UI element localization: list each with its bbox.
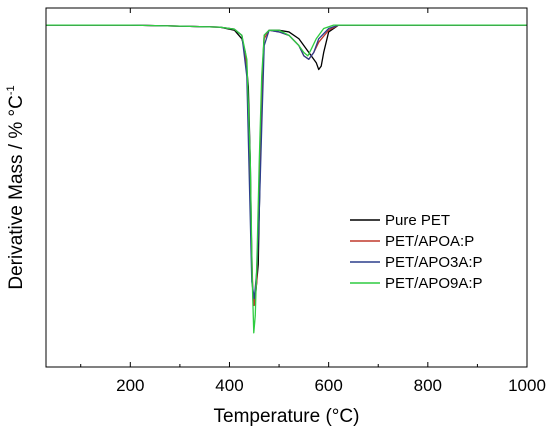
x-tick-label: 200 <box>116 376 144 395</box>
series-line-4 <box>46 24 527 334</box>
legend-label-4: PET/APO9A:P <box>385 275 483 292</box>
y-axis-title-main: Derivative Mass / % °C <box>6 95 27 289</box>
y-axis-title-sup: -1 <box>5 85 17 95</box>
x-tick-label: 800 <box>414 376 442 395</box>
legend-label-2: PET/APOA:P <box>385 233 474 250</box>
y-axis-title: Derivative Mass / % °C-1 <box>5 85 27 289</box>
legend-label-1: Pure PET <box>385 212 450 229</box>
plot-frame <box>45 7 528 368</box>
x-tick-label: 1000 <box>508 376 546 395</box>
x-axis-title: Temperature (°C) <box>214 406 360 427</box>
legend-label-3: PET/APO3A:P <box>385 254 483 271</box>
x-tick-label: 600 <box>314 376 342 395</box>
x-tick-label: 400 <box>215 376 243 395</box>
